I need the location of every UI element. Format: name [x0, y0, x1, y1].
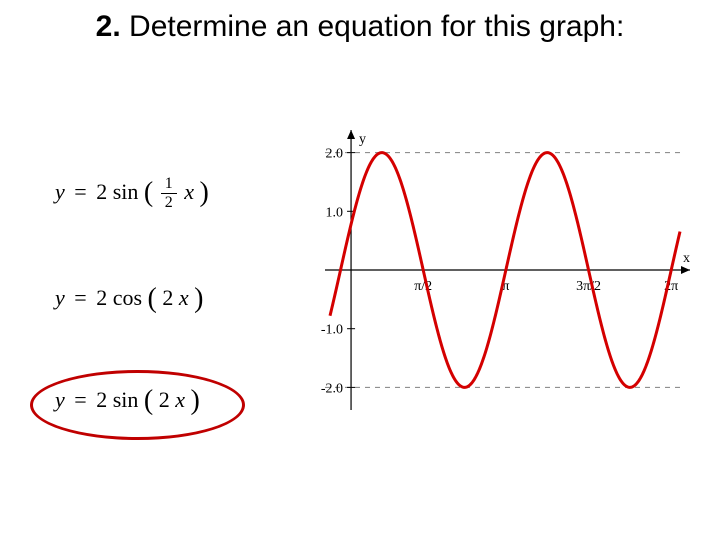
question-title: 2. Determine an equation for this graph:: [0, 8, 720, 46]
svg-text:1.0: 1.0: [326, 205, 344, 220]
question-text: Determine an equation for this graph:: [129, 10, 624, 43]
question-number: 2.: [96, 10, 121, 43]
equation-option-1: y = 2 sin ( 1 2 x ): [55, 175, 209, 211]
svg-text:2.0: 2.0: [326, 147, 344, 162]
svg-text:3π/2: 3π/2: [576, 279, 601, 294]
sine-chart: yxπ/2π3π/22π2.01.0-1.0-2.0: [275, 125, 695, 415]
svg-text:-1.0: -1.0: [321, 323, 343, 338]
sine-chart-svg: yxπ/2π3π/22π2.01.0-1.0-2.0: [275, 125, 695, 415]
fraction: 1 2: [161, 176, 177, 211]
svg-text:-2.0: -2.0: [321, 381, 343, 396]
answer-circle: [30, 370, 245, 440]
svg-text:x: x: [683, 251, 690, 266]
equation-option-2: y = 2 cos ( 2 x ): [55, 281, 209, 313]
svg-text:y: y: [359, 132, 366, 147]
